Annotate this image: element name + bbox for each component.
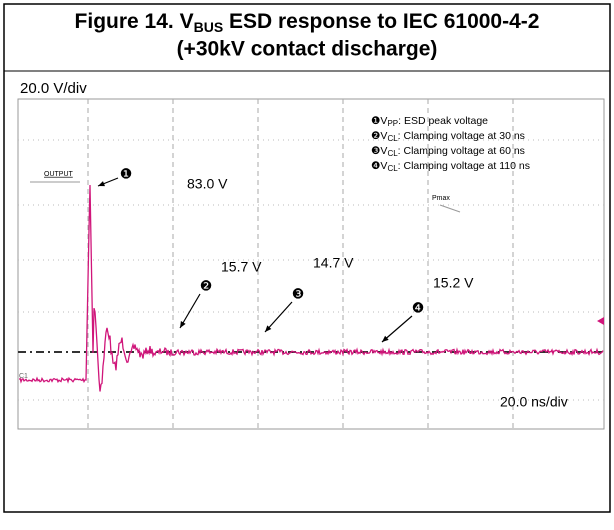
cursor-line: [439, 204, 461, 213]
vertical-scale: 20.0 V/div: [20, 80, 87, 97]
annotation-marker: ❷: [200, 278, 213, 294]
legend-text: : Clamping voltage at 110 ns: [398, 160, 530, 172]
legend-marker: ❸: [371, 145, 381, 157]
scope-screen: [17, 98, 605, 430]
legend-text: : Clamping voltage at 60 ns: [398, 145, 525, 157]
legend-marker: ❷: [371, 130, 381, 142]
legend-subscript: CL: [387, 134, 398, 143]
legend-symbol: V: [380, 130, 387, 142]
legend-text: : Clamping voltage at 30 ns: [398, 130, 525, 142]
legend-item: ❷VCL: Clamping voltage at 30 ns: [371, 130, 525, 143]
trigger-marker: [597, 317, 604, 325]
legend-item: ❶VPP: ESD peak voltage: [371, 115, 488, 128]
arrow-head: [382, 335, 389, 342]
legend-symbol: V: [380, 145, 387, 157]
arrow-head: [180, 321, 186, 328]
legend-text: : ESD peak voltage: [398, 115, 488, 127]
title-line1: Figure 14. VBUS ESD response to IEC 6100…: [75, 10, 540, 35]
annotation-value: 14.7 V: [313, 255, 354, 271]
annotation-arrow: [381, 315, 413, 343]
channel-number: C1: [19, 373, 28, 380]
scope-border: [17, 98, 605, 430]
annotation-marker: ❹: [412, 300, 425, 316]
annotation-value: 83.0 V: [187, 176, 228, 192]
annotation-arrow: [179, 293, 201, 329]
annotation-arrow: [264, 301, 293, 333]
annotation-marker: ❶: [120, 166, 133, 182]
annotation-value: 15.7 V: [221, 259, 262, 275]
arrow-head: [265, 325, 272, 332]
legend-item: ❸VCL: Clamping voltage at 60 ns: [371, 145, 525, 158]
legend-symbol: V: [380, 115, 387, 127]
channel-label: OUTPUT: [44, 171, 74, 178]
cursor-label: Pmax: [432, 195, 450, 202]
legend-subscript: PP: [387, 119, 398, 128]
title-line2: (+30kV contact discharge): [177, 38, 438, 61]
horizontal-scale: 20.0 ns/div: [500, 394, 568, 410]
legend-marker: ❶: [371, 115, 381, 127]
title-subscript: BUS: [194, 19, 224, 35]
waveform: [19, 184, 604, 392]
title-suffix: ESD response to IEC 61000-4-2: [223, 10, 539, 33]
legend-subscript: CL: [387, 164, 398, 173]
legend-item: ❹VCL: Clamping voltage at 110 ns: [371, 160, 530, 173]
annotation-value: 15.2 V: [433, 275, 474, 291]
title-prefix: Figure 14. V: [75, 10, 194, 33]
legend-subscript: CL: [387, 149, 398, 158]
annotation-marker: ❸: [292, 286, 305, 302]
arrow-head: [98, 181, 105, 187]
legend-marker: ❹: [371, 160, 381, 172]
legend-symbol: V: [380, 160, 387, 172]
